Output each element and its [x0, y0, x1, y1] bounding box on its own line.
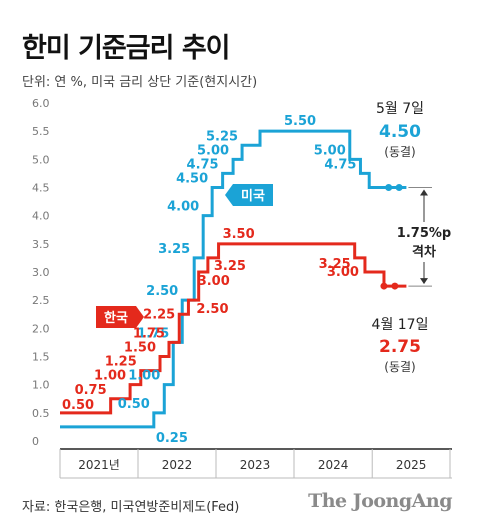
- gap-label: 격차: [412, 244, 436, 260]
- kr-latest-value: 2.75: [379, 337, 421, 357]
- us-data-label: 4.50: [176, 172, 208, 187]
- us-data-label: 5.50: [284, 114, 316, 129]
- us-data-label: 4.75: [324, 157, 356, 172]
- kr-data-label: 3.50: [223, 227, 255, 242]
- y-tick-label: 1.0: [32, 379, 50, 392]
- y-tick-label: 2.5: [32, 294, 50, 307]
- us-data-label: 2.50: [146, 284, 178, 299]
- y-tick-label: 5.0: [32, 153, 50, 166]
- y-tick-label: 4.0: [32, 210, 50, 223]
- y-tick-label: 1.5: [32, 351, 50, 364]
- gap-arrow-head-down: [420, 278, 428, 285]
- kr-data-label: 0.75: [75, 383, 107, 398]
- y-tick-label: 3.5: [32, 238, 50, 251]
- kr-latest-date: 4월 17일: [372, 317, 429, 333]
- kr-data-label: 1.00: [94, 369, 126, 384]
- kr-data-label: 1.75: [133, 326, 165, 341]
- us-hold-dot: [395, 184, 403, 191]
- kr-data-label: 2.25: [143, 307, 175, 322]
- y-tick-label: 3.0: [32, 266, 50, 279]
- y-tick-label: 0.5: [32, 407, 50, 420]
- us-rate-line: [60, 129, 407, 429]
- us-series-tag: [225, 184, 273, 206]
- kr-data-label: 2.50: [196, 302, 228, 317]
- kr-data-label: 1.25: [105, 355, 137, 370]
- x-category-label: 2023: [240, 458, 271, 472]
- us-data-label: 4.75: [187, 157, 219, 172]
- kr-hold-dot: [380, 282, 388, 290]
- kr-rate-line: [60, 242, 407, 415]
- y-tick-label: 2.0: [32, 322, 50, 335]
- x-category-label: 2021년: [78, 458, 120, 472]
- us-data-label: 5.00: [197, 143, 229, 158]
- us-data-label: 4.00: [167, 200, 199, 215]
- kr-series-tag: [96, 306, 144, 328]
- kr-data-label: 0.50: [62, 398, 94, 413]
- kr-data-label: 3.00: [198, 274, 230, 289]
- us-latest-date: 5월 7일: [376, 101, 424, 117]
- gap-value: 1.75%p: [397, 226, 451, 241]
- us-latest-value: 4.50: [379, 122, 421, 142]
- y-tick-label: 4.5: [32, 182, 50, 195]
- us-data-label: 3.25: [158, 242, 190, 257]
- brand-logo: The JoongAng: [308, 490, 452, 512]
- kr-data-label: 3.00: [327, 265, 359, 280]
- kr-hold-dot: [391, 282, 399, 290]
- us-data-label: 0.50: [118, 397, 150, 412]
- kr-data-label: 1.50: [124, 341, 156, 356]
- kr-series-name: 한국: [104, 310, 128, 326]
- y-tick-label: 5.5: [32, 125, 50, 138]
- source-note: 자료: 한국은행, 미국연방준비제도(Fed): [22, 500, 240, 515]
- unit-note: 단위: 연 %, 미국 금리 상단 기준(현지시간): [22, 75, 258, 90]
- x-category-label: 2025: [396, 458, 427, 472]
- kr-data-label: 3.25: [214, 259, 246, 274]
- gap-label-bg: [386, 222, 462, 262]
- x-category-label: 2024: [318, 458, 349, 472]
- us-series-name: 미국: [241, 188, 265, 204]
- us-data-label: 1.75: [137, 326, 169, 341]
- gap-arrow-head-up: [420, 189, 428, 196]
- us-data-label: 1.00: [128, 369, 160, 384]
- x-category-label: 2022: [162, 458, 193, 472]
- us-hold-dot: [385, 184, 393, 191]
- kr-data-label: 3.25: [319, 257, 351, 272]
- y-tick-label: 6.0: [32, 97, 50, 110]
- us-data-label: 5.25: [206, 129, 238, 144]
- us-data-label: 0.25: [156, 431, 188, 446]
- y-tick-label: 0: [32, 435, 39, 448]
- kr-latest-note: (동결): [384, 360, 415, 374]
- chart-title: 한미 기준금리 추이: [22, 33, 231, 64]
- us-data-label: 5.00: [314, 143, 346, 158]
- us-latest-note: (동결): [384, 145, 415, 159]
